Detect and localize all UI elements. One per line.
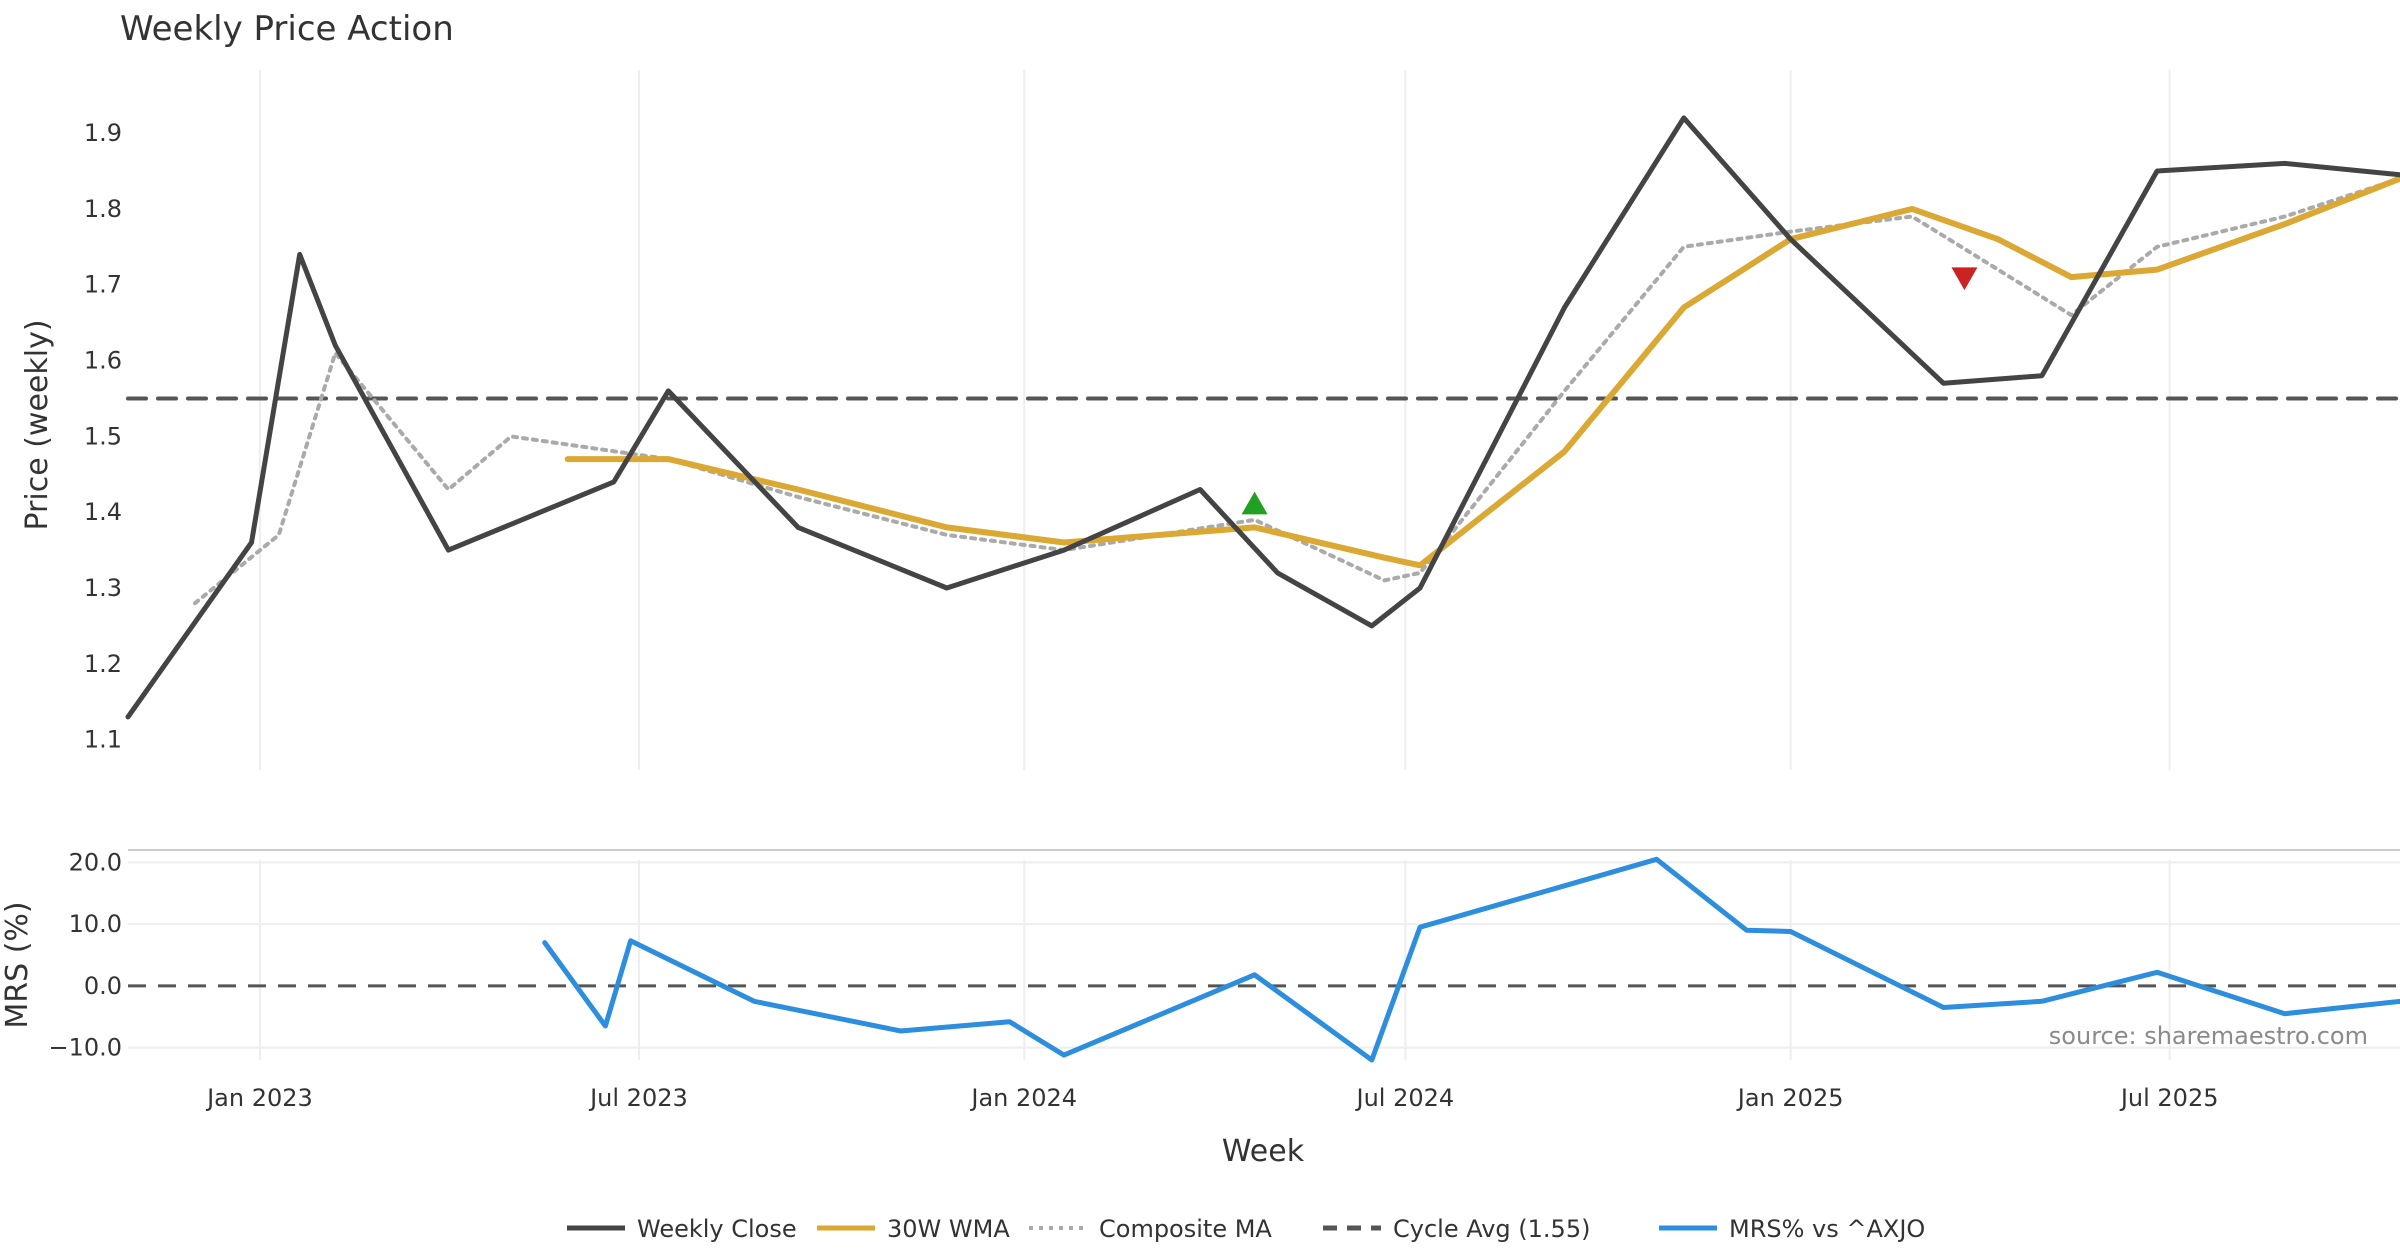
x-tick-label: Jan 2024 — [969, 1084, 1077, 1112]
price-y-tick-label: 1.2 — [84, 650, 122, 678]
mrs-y-tick-label: −10.0 — [48, 1034, 122, 1062]
mrs-y-ticks: 20.0 10.0 0.0 −10.0 — [48, 848, 122, 1061]
legend-label: 30W WMA — [887, 1215, 1010, 1243]
series-line-weekly-close — [125, 115, 2400, 720]
legend-label: Weekly Close — [637, 1215, 797, 1243]
x-axis-ticks: Jan 2023 Jul 2023 Jan 2024 Jul 2024 Jan 2025… — [205, 1084, 2218, 1112]
mrs-y-tick-label: 20.0 — [69, 848, 122, 876]
x-tick-label: Jul 2023 — [588, 1084, 688, 1112]
mrs-y-axis-label: MRS (%) — [0, 901, 35, 1028]
price-y-tick-label: 1.8 — [84, 195, 122, 223]
legend-item-cycle-avg-1-55: Cycle Avg (1.55) — [1323, 1215, 1590, 1243]
price-y-tick-label: 1.1 — [84, 726, 122, 754]
source-label: source: sharemaestro.com — [2049, 1022, 2368, 1050]
x-tick-label: Jul 2025 — [2119, 1084, 2219, 1112]
sell-signal-marker — [1951, 267, 1978, 291]
price-y-tick-label: 1.9 — [84, 119, 122, 147]
mrs-y-tick-label: 0.0 — [84, 972, 122, 1000]
mrs-y-tick-label: 10.0 — [69, 910, 122, 938]
signal-markers — [1241, 267, 1978, 515]
price-series-lines — [125, 115, 2400, 720]
x-tick-label: Jul 2024 — [1355, 1084, 1455, 1112]
price-y-tick-label: 1.3 — [84, 574, 122, 602]
legend-label: Cycle Avg (1.55) — [1393, 1215, 1590, 1243]
mrs-series-lines — [542, 856, 2400, 1063]
price-y-tick-label: 1.4 — [84, 498, 122, 526]
price-y-tick-label: 1.5 — [84, 422, 122, 450]
legend-item-30w-wma: 30W WMA — [817, 1215, 1010, 1243]
legend-item-weekly-close: Weekly Close — [567, 1215, 797, 1243]
price-gridlines — [258, 70, 2171, 770]
legend: Weekly Close 30W WMA Composite MA Cycle Avg… — [567, 1215, 1925, 1243]
price-y-ticks: 1.1 1.2 1.3 1.4 1.5 1.6 1.7 1.8 1.9 — [84, 119, 122, 754]
x-axis-label: Week — [1222, 1134, 1305, 1169]
legend-label: Composite MA — [1099, 1215, 1272, 1243]
x-tick-label: Jan 2023 — [205, 1084, 313, 1112]
series-line-mrs-vs-axjo — [542, 856, 2400, 1063]
chart-title: Weekly Price Action — [120, 9, 454, 49]
x-tick-label: Jan 2025 — [1736, 1084, 1844, 1112]
mrs-panel: 20.0 10.0 0.0 −10.0 MRS (%) source: sharema… — [0, 848, 2400, 1063]
price-y-axis-label: Price (weekly) — [20, 319, 55, 530]
legend-item-mrs-vs-axjo: MRS% vs ^AXJO — [1659, 1215, 1925, 1243]
price-y-tick-label: 1.7 — [84, 271, 122, 299]
price-y-tick-label: 1.6 — [84, 347, 122, 375]
series-line-30w-wma — [564, 175, 2400, 569]
mrs-gridlines — [128, 860, 2400, 1060]
buy-signal-marker — [1241, 491, 1268, 515]
legend-label: MRS% vs ^AXJO — [1729, 1215, 1925, 1243]
legend-item-composite-ma: Composite MA — [1029, 1215, 1272, 1243]
series-line-composite-ma — [193, 176, 2400, 606]
price-panel: 1.1 1.2 1.3 1.4 1.5 1.6 1.7 1.8 1.9 Price (weekl… — [20, 70, 2400, 770]
